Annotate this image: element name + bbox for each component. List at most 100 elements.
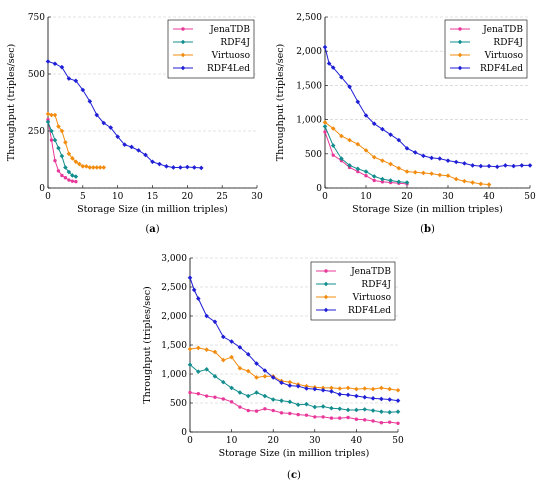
data-point <box>356 169 360 174</box>
data-point <box>363 148 369 153</box>
data-point <box>347 137 352 143</box>
data-point <box>191 287 197 293</box>
data-point <box>355 99 361 105</box>
data-point <box>245 351 251 357</box>
data-point <box>254 361 259 366</box>
data-point <box>66 169 72 175</box>
legend-label: JenaTDB <box>350 267 391 277</box>
data-point <box>204 313 209 319</box>
data-point <box>143 152 148 158</box>
legend-marker <box>457 39 463 45</box>
data-point <box>470 163 475 168</box>
data-point <box>462 178 467 184</box>
data-point <box>70 173 75 178</box>
data-point <box>188 390 192 395</box>
data-point <box>396 421 400 425</box>
legend-label: Virtuoso <box>484 51 523 61</box>
data-point <box>270 375 276 380</box>
data-point <box>196 345 201 351</box>
data-point <box>53 158 57 163</box>
data-point <box>445 158 451 163</box>
data-point <box>354 386 359 392</box>
data-point <box>388 161 393 167</box>
data-point <box>56 169 61 173</box>
data-point <box>370 408 376 413</box>
data-point <box>185 164 190 170</box>
data-point <box>371 174 377 179</box>
data-point <box>90 165 96 170</box>
data-point <box>229 385 234 391</box>
data-point <box>322 120 328 125</box>
data-point <box>322 44 328 50</box>
data-point <box>262 374 268 379</box>
data-point <box>56 145 61 151</box>
data-point <box>212 349 218 355</box>
data-point <box>101 120 107 126</box>
data-point <box>115 134 120 139</box>
data-point <box>212 319 218 325</box>
legend-label: RDF4J <box>220 38 250 48</box>
legend-marker <box>457 65 463 71</box>
data-point <box>49 138 54 142</box>
panel-label: (a) <box>145 224 159 235</box>
data-point <box>362 386 368 391</box>
data-point <box>329 405 334 411</box>
data-point <box>198 165 204 171</box>
data-point <box>347 163 352 168</box>
data-point <box>157 161 162 167</box>
data-point <box>63 140 68 145</box>
panel-label: (b) <box>420 224 435 235</box>
data-point <box>326 61 332 66</box>
x-tick-label: 20 <box>401 192 413 202</box>
data-point <box>380 180 385 184</box>
legend-marker <box>180 52 186 58</box>
legend-label: RDF4J <box>361 280 391 290</box>
x-tick-label: 25 <box>216 192 228 202</box>
data-point <box>330 143 336 148</box>
data-point <box>295 383 301 389</box>
chart-panel: 0 500 1,000 1,500 2,000 2,500 0 10 20 30 40 50 Stora… <box>275 13 536 235</box>
data-point <box>238 405 242 409</box>
y-tick-label: 250 <box>28 127 45 137</box>
data-point <box>52 112 58 118</box>
data-point <box>323 130 327 134</box>
data-point <box>229 400 234 404</box>
legend-label: Virtuoso <box>352 293 391 303</box>
x-tick-label: 0 <box>45 192 51 202</box>
data-point <box>77 161 82 167</box>
data-point <box>380 158 385 163</box>
series-line-virtuoso <box>189 347 399 391</box>
data-point <box>196 296 201 301</box>
x-tick-label: 10 <box>360 192 372 202</box>
data-point <box>279 411 284 415</box>
legend-label: RDF4Led <box>207 64 250 74</box>
data-point <box>387 409 392 415</box>
legend-label: Virtuoso <box>211 51 250 61</box>
data-point <box>70 179 75 183</box>
data-point <box>421 170 426 176</box>
data-point <box>304 401 309 407</box>
data-point <box>437 156 443 161</box>
data-point <box>187 362 193 368</box>
legend-marker <box>180 39 186 45</box>
x-tick-label: 30 <box>309 436 321 446</box>
data-point <box>196 392 201 396</box>
y-tick-label: 2,500 <box>296 13 322 23</box>
data-point <box>339 133 344 139</box>
data-point <box>404 169 410 174</box>
data-point <box>355 141 361 147</box>
y-axis-label: Throughput (triples/sec) <box>275 44 286 162</box>
x-tick-label: 30 <box>251 192 263 202</box>
data-point <box>270 397 276 402</box>
data-point <box>478 163 484 169</box>
legend-marker <box>457 52 463 58</box>
data-point <box>387 397 392 402</box>
x-axis-label: Storage Size (in million triples) <box>219 448 370 459</box>
data-point <box>395 398 401 403</box>
data-point <box>220 334 226 340</box>
data-point <box>363 418 367 422</box>
data-point <box>429 171 434 176</box>
panel-label: (c) <box>287 470 301 481</box>
x-tick-label: 30 <box>442 192 454 202</box>
data-point <box>379 421 384 425</box>
